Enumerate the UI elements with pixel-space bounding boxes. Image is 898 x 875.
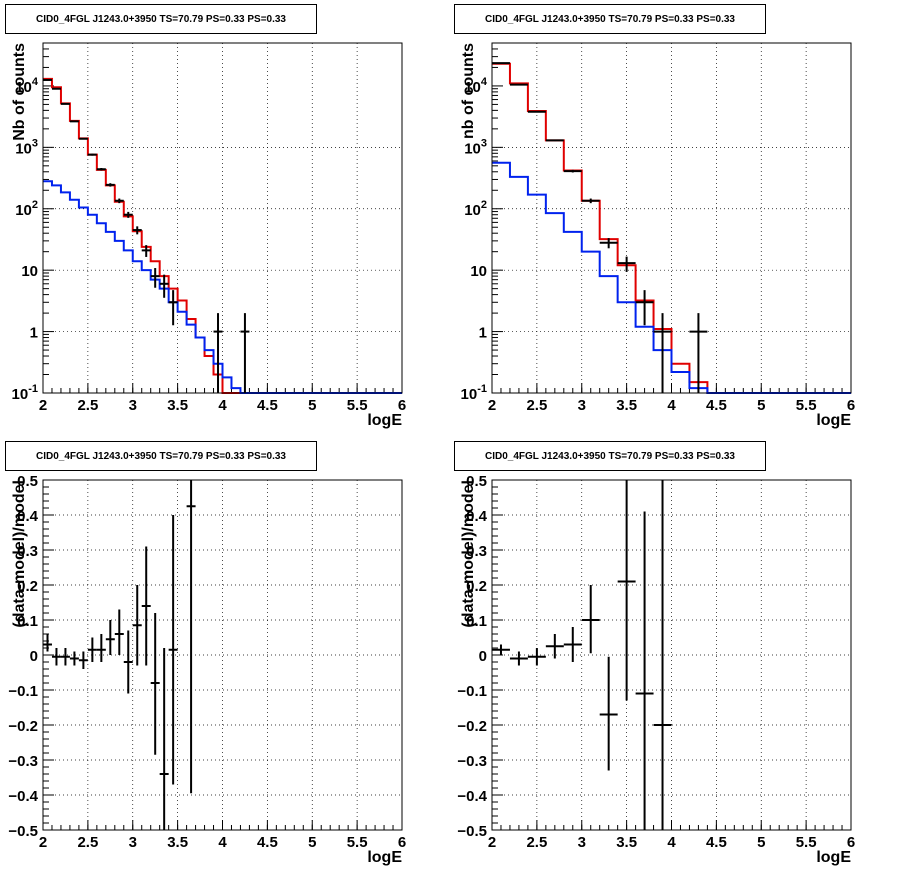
y-tick-label: 0.3 [17, 543, 38, 560]
y-tick-label: −0.5 [457, 823, 487, 840]
x-tick-label: 5.5 [347, 834, 368, 851]
x-tick-label: 3.5 [616, 834, 637, 851]
x-tick-label: 5 [308, 834, 316, 851]
y-tick-label: 103 [15, 137, 38, 157]
x-tick-label: 2 [39, 397, 47, 414]
y-tick-label: 1 [30, 325, 38, 342]
y-tick-label: −0.3 [457, 753, 487, 770]
x-tick-label: 4.5 [706, 397, 727, 414]
y-tick-label: 0 [30, 648, 38, 665]
chart-panel-3: 2 2.5 3 3.5 4 4.5 5 5.5 6 −0.5 −0.4 −0.3 −0.2 −0.1 0 0.… [8, 473, 406, 866]
y-tick-label: 0.4 [466, 508, 488, 525]
plot-frame [491, 42, 852, 394]
y-tick-label: 0.3 [466, 543, 487, 560]
x-tick-label: 5 [757, 834, 765, 851]
x-tick-label: 4 [667, 834, 676, 851]
x-tick-label: 4.5 [257, 397, 278, 414]
chart-panel-4: 2 2.5 3 3.5 4 4.5 5 5.5 6 −0.5 −0.4 −0.3 −0.2 −0.1 0 0.… [457, 473, 855, 866]
x-tick-label: 3.5 [167, 397, 188, 414]
x-tick-label: 3.5 [167, 834, 188, 851]
y-tick-label: 102 [464, 199, 487, 219]
x-tick-label: 2.5 [526, 397, 547, 414]
chart-title: CID0_4FGL J1243.0+3950 TS=70.79 PS=0.33 … [485, 14, 735, 25]
component-model-histogram [492, 161, 851, 394]
y-tick-label: 10-1 [12, 383, 38, 403]
x-axis-label: logE [367, 412, 402, 429]
x-axis-label: logE [816, 849, 851, 866]
x-tick-label: 4 [218, 834, 227, 851]
title-box-bottom-right: CID0_4FGL J1243.0+3950 TS=70.79 PS=0.33 … [454, 441, 766, 471]
y-tick-label: 104 [464, 76, 488, 96]
x-tick-label: 4 [218, 397, 227, 414]
y-axis-label: nb of counts [460, 43, 477, 139]
title-box-top-left: CID0_4FGL J1243.0+3950 TS=70.79 PS=0.33 … [5, 4, 317, 34]
chart-title: CID0_4FGL J1243.0+3950 TS=70.79 PS=0.33 … [485, 451, 735, 462]
x-tick-label: 4.5 [257, 834, 278, 851]
y-tick-label: 10 [470, 263, 487, 280]
y-tick-label: −0.1 [457, 683, 487, 700]
y-tick-label: 104 [15, 76, 39, 96]
x-tick-label: 2 [488, 397, 496, 414]
x-tick-label: 2 [488, 834, 496, 851]
x-tick-label: 6 [398, 397, 406, 414]
y-tick-label: 0.2 [466, 578, 487, 595]
chart-title: CID0_4FGL J1243.0+3950 TS=70.79 PS=0.33 … [36, 451, 286, 462]
y-tick-label: −0.2 [8, 718, 38, 735]
plot-frame [491, 479, 852, 831]
x-tick-label: 5.5 [796, 834, 817, 851]
x-tick-label: 6 [398, 834, 406, 851]
x-tick-label: 4.5 [706, 834, 727, 851]
y-tick-label: 1 [479, 325, 487, 342]
y-tick-label: 0.1 [466, 613, 487, 630]
y-tick-label: −0.2 [457, 718, 487, 735]
title-box-top-right: CID0_4FGL J1243.0+3950 TS=70.79 PS=0.33 … [454, 4, 766, 34]
y-axis-label: (data-model)/model [11, 480, 28, 628]
x-tick-label: 3 [129, 397, 137, 414]
y-tick-label: 103 [464, 137, 487, 157]
y-tick-label: −0.1 [8, 683, 38, 700]
y-tick-label: 10-1 [461, 383, 487, 403]
y-tick-label: 0.2 [17, 578, 38, 595]
x-tick-label: 4 [667, 397, 676, 414]
x-axis-label: logE [816, 412, 851, 429]
x-tick-label: 2.5 [77, 834, 98, 851]
y-axis-label: (data-model)/model [460, 480, 477, 628]
x-tick-label: 5.5 [796, 397, 817, 414]
x-tick-label: 3.5 [616, 397, 637, 414]
plot-frame [42, 479, 403, 831]
x-tick-label: 6 [847, 834, 855, 851]
chart-panel-2: 2 2.5 3 3.5 4 4.5 5 5.5 6 10-1 1 10 102 103 104 logE nb … [460, 42, 855, 429]
x-tick-label: 2.5 [77, 397, 98, 414]
plot-frame [42, 42, 403, 394]
x-tick-label: 3 [578, 397, 586, 414]
y-tick-label: 102 [15, 199, 38, 219]
y-tick-label: −0.5 [8, 823, 38, 840]
y-tick-label: 0 [479, 648, 487, 665]
title-box-bottom-left: CID0_4FGL J1243.0+3950 TS=70.79 PS=0.33 … [5, 441, 317, 471]
x-tick-label: 2.5 [526, 834, 547, 851]
x-tick-label: 5.5 [347, 397, 368, 414]
y-tick-label: −0.4 [457, 788, 487, 805]
x-tick-label: 3 [129, 834, 137, 851]
y-tick-label: −0.3 [8, 753, 38, 770]
x-tick-label: 5 [308, 397, 316, 414]
y-tick-label: 0.1 [17, 613, 38, 630]
y-tick-label: 10 [21, 263, 38, 280]
x-tick-label: 3 [578, 834, 586, 851]
y-tick-label: 0.5 [17, 473, 38, 490]
x-tick-label: 2 [39, 834, 47, 851]
y-tick-label: 0.5 [466, 473, 487, 490]
chart-panel-1: 2 2.5 3 3.5 4 4.5 5 5.5 6 10-1 1 10 102 103 104 logE Nb … [11, 42, 406, 429]
chart-title: CID0_4FGL J1243.0+3950 TS=70.79 PS=0.33 … [36, 14, 286, 25]
x-tick-label: 6 [847, 397, 855, 414]
y-tick-label: 0.4 [17, 508, 39, 525]
x-axis-label: logE [367, 849, 402, 866]
y-axis-label: Nb of counts [11, 43, 28, 141]
y-tick-label: −0.4 [8, 788, 38, 805]
total-model-histogram [492, 62, 851, 394]
x-tick-label: 5 [757, 397, 765, 414]
